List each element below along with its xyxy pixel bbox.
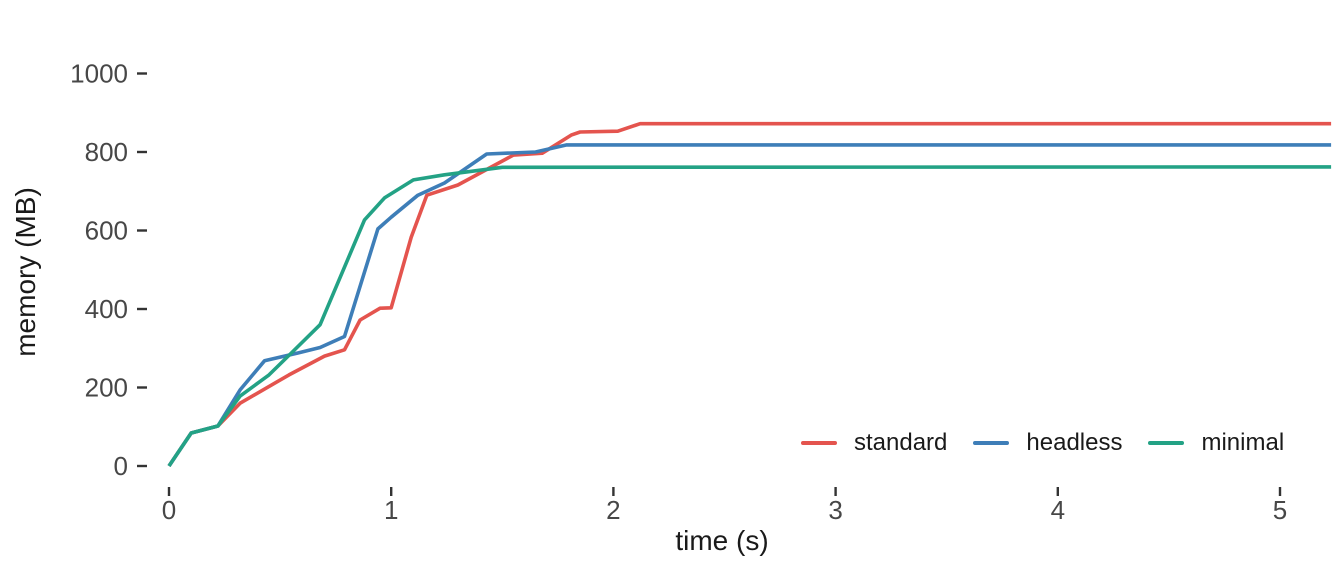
y-axis-title: memory (MB) (10, 187, 41, 357)
y-tick-label: 400 (85, 294, 128, 324)
legend-key-headless-line-icon (973, 441, 1010, 445)
x-tick-label: 0 (162, 495, 176, 525)
legend-label-minimal: minimal (1201, 429, 1285, 456)
y-tick-label: 200 (85, 373, 128, 403)
legend: standard headless minimal (801, 429, 1284, 457)
y-tick-label: 0 (114, 451, 128, 481)
legend-item-standard: standard (801, 429, 947, 457)
x-tick-label: 5 (1273, 495, 1287, 525)
y-tick-label: 800 (85, 137, 128, 167)
x-tick-label: 4 (1051, 495, 1065, 525)
x-tick-label: 2 (606, 495, 620, 525)
legend-item-minimal: minimal (1148, 429, 1284, 457)
series-line-standard (167, 121, 1332, 468)
series-line-headless (167, 143, 1332, 468)
series-line-minimal (167, 165, 1332, 468)
legend-item-headless: headless (973, 429, 1122, 457)
x-axis-title: time (s) (675, 525, 769, 556)
legend-key-minimal-line-icon (1148, 441, 1185, 445)
legend-label-headless: headless (1026, 429, 1123, 456)
y-tick-label: 600 (85, 216, 128, 246)
y-tick-label: 1000 (70, 59, 128, 89)
legend-key-standard-line-icon (801, 441, 837, 445)
x-tick-label: 1 (384, 495, 398, 525)
legend-label-standard: standard (854, 429, 948, 456)
x-tick-label: 3 (828, 495, 842, 525)
